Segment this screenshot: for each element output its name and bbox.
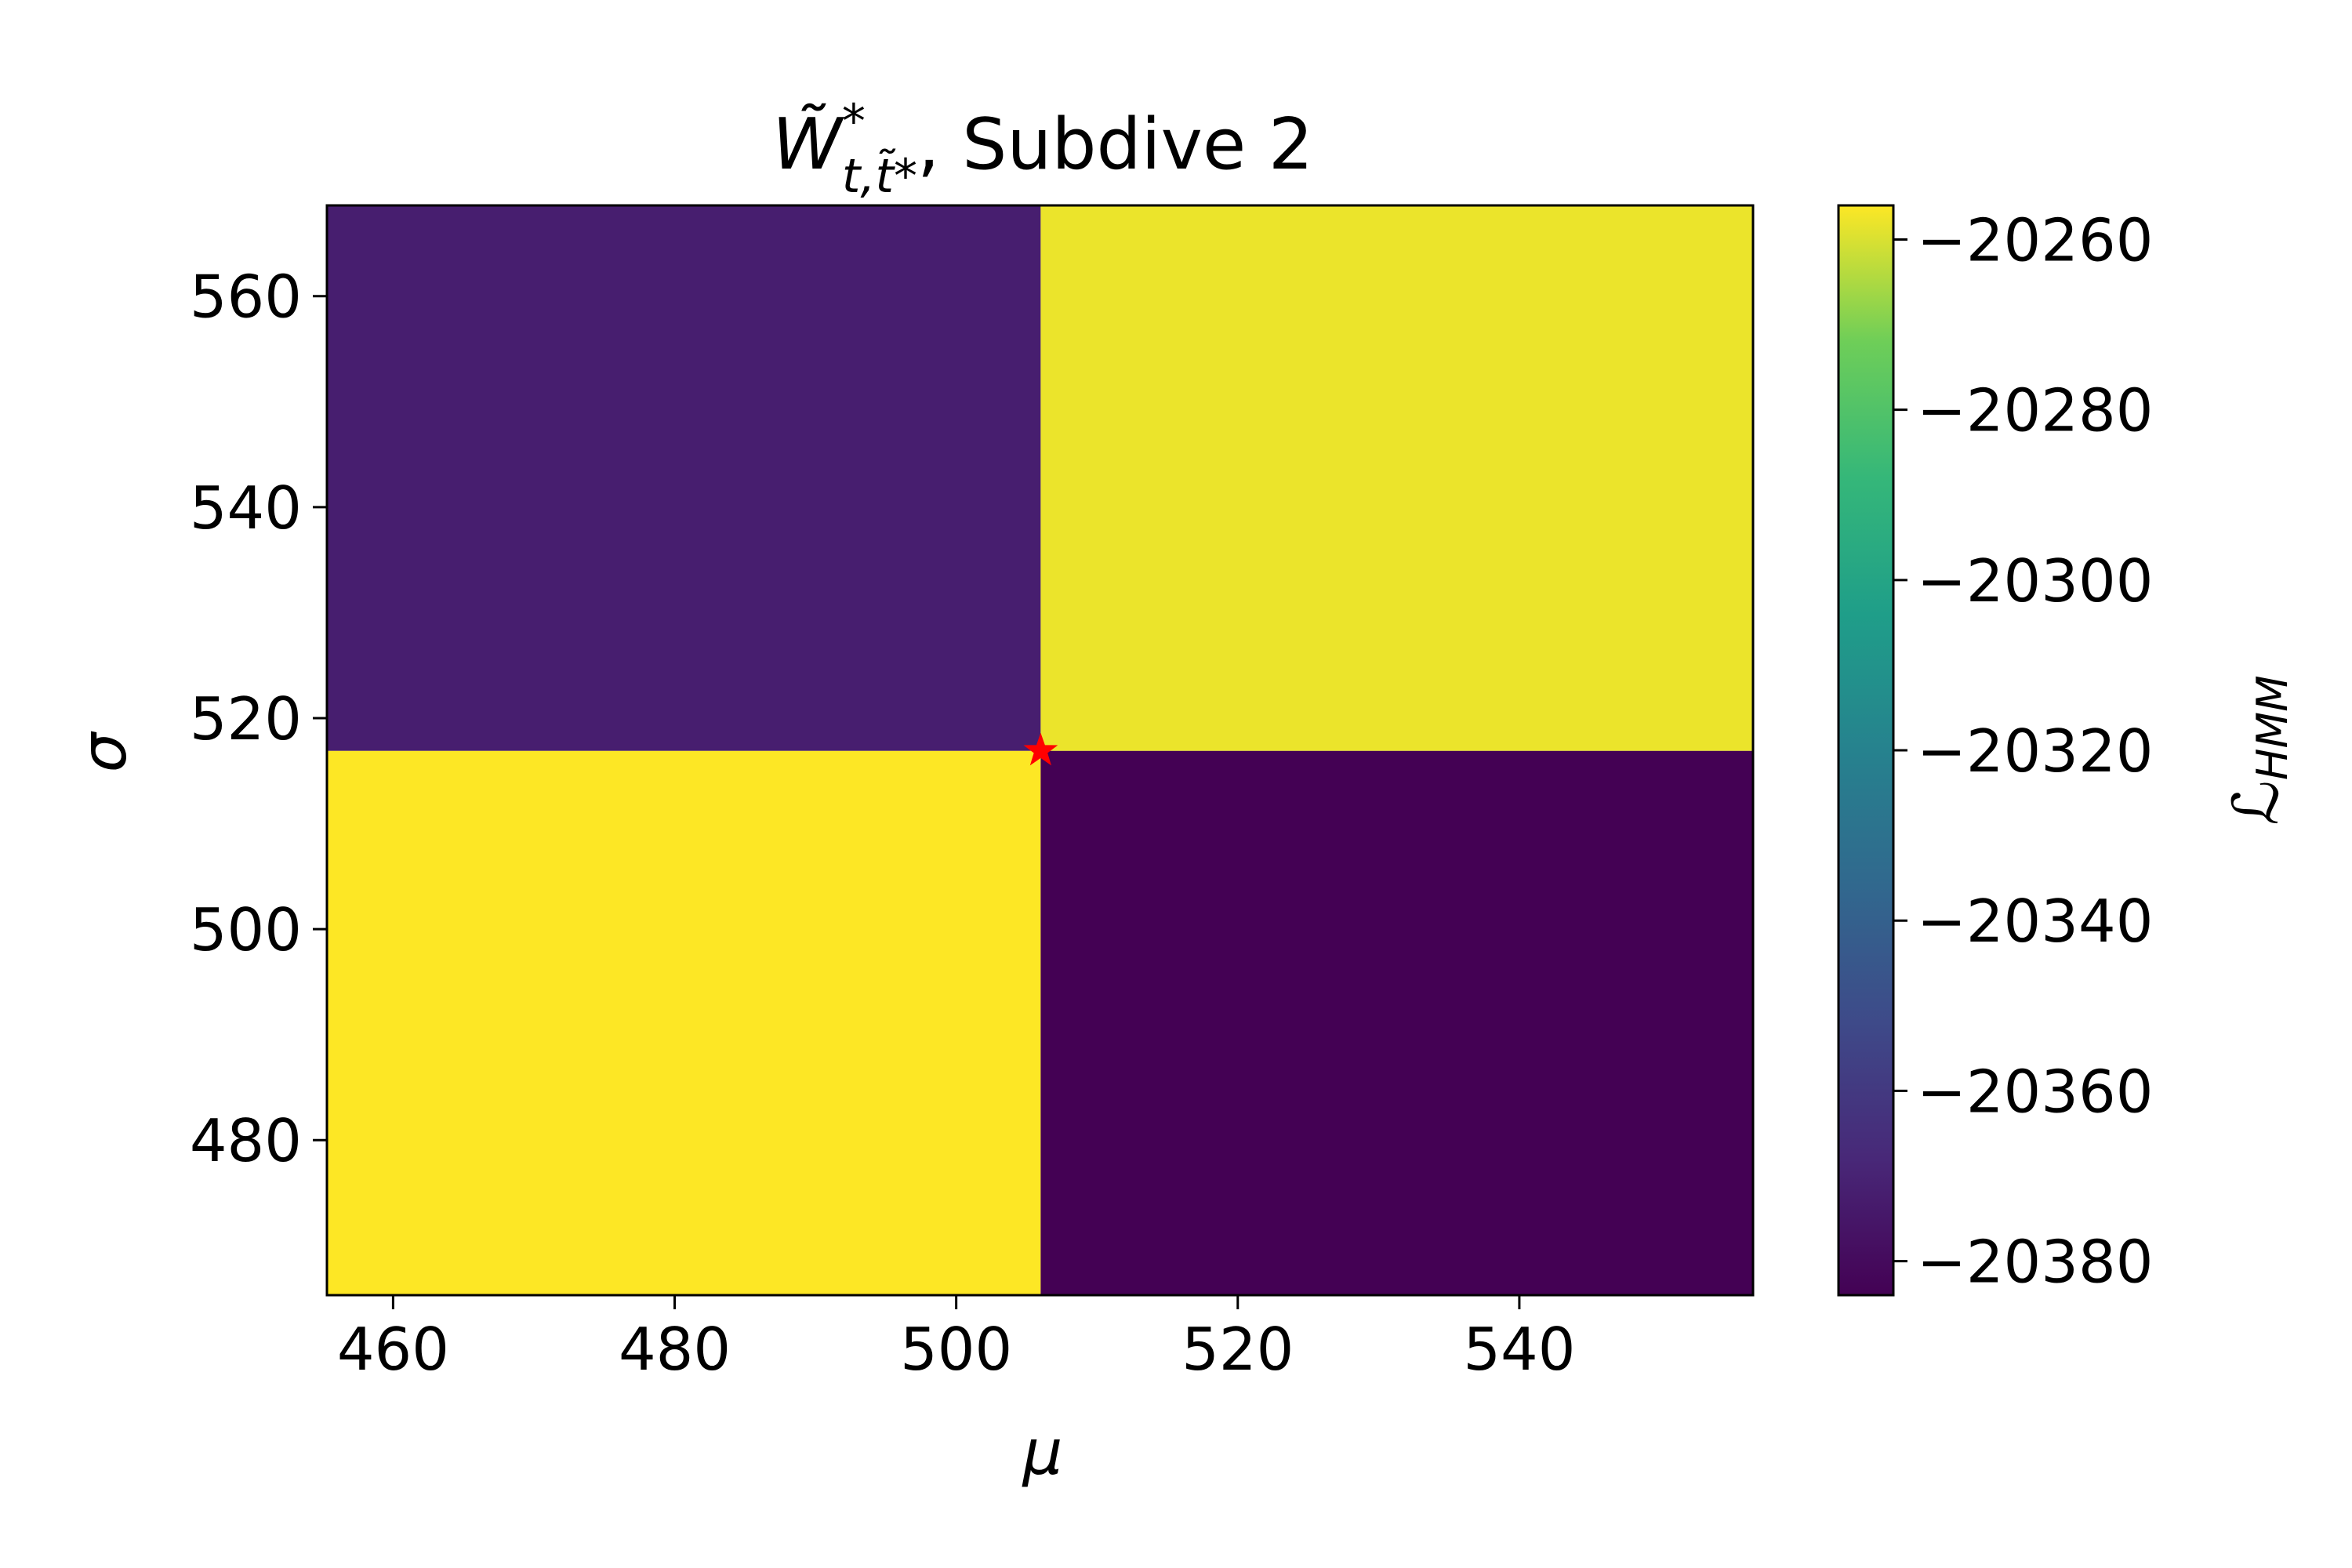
heatmap-cell <box>327 750 1041 1295</box>
y-axis-ticks: 480 500 520 540 560 <box>190 263 327 1175</box>
x-tick-label: 480 <box>619 1315 731 1384</box>
colorbar-tick-label: −20320 <box>1917 717 2153 786</box>
heatmap-cell <box>327 205 1041 751</box>
heatmap-cell <box>1040 205 1753 751</box>
colorbar-ticks: −20260 −20280 −20300 −20320 −20340 −20360 −203… <box>1893 205 2153 1297</box>
x-axis-ticks: 460 480 500 520 540 <box>337 1295 1575 1384</box>
x-tick-label: 540 <box>1463 1315 1575 1384</box>
heatmap-cells <box>327 205 1753 1295</box>
colorbar-tick-label: −20360 <box>1917 1057 2153 1126</box>
optimum-star-marker <box>1023 732 1058 766</box>
chart-title: W̃* t,t̃*, Subdive 2 <box>772 94 1313 204</box>
marker-layer <box>1023 732 1058 766</box>
y-tick-label: 520 <box>190 684 302 753</box>
x-tick-label: 460 <box>337 1315 449 1384</box>
plot-frame <box>325 204 1755 1297</box>
y-axis-label: σ <box>67 731 140 772</box>
colorbar-tick-label: −20340 <box>1917 887 2153 956</box>
y-tick-label: 500 <box>190 895 302 964</box>
colorbar-tick-label: −20260 <box>1917 205 2153 274</box>
y-tick-label: 540 <box>190 474 302 543</box>
colorbar-tick-label: −20300 <box>1917 546 2153 615</box>
colorbar-tick-label: −20280 <box>1917 376 2153 445</box>
y-tick-label: 560 <box>190 263 302 332</box>
colorbar-label: ℒHMM <box>2220 675 2297 825</box>
heatmap-cell <box>1040 750 1753 1295</box>
colorbar <box>1837 204 1895 1297</box>
y-tick-label: 480 <box>190 1106 302 1175</box>
x-tick-label: 520 <box>1181 1315 1294 1384</box>
x-axis-label: μ <box>1022 1416 1063 1489</box>
x-tick-label: 500 <box>900 1315 1012 1384</box>
colorbar-tick-label: −20380 <box>1917 1228 2153 1297</box>
